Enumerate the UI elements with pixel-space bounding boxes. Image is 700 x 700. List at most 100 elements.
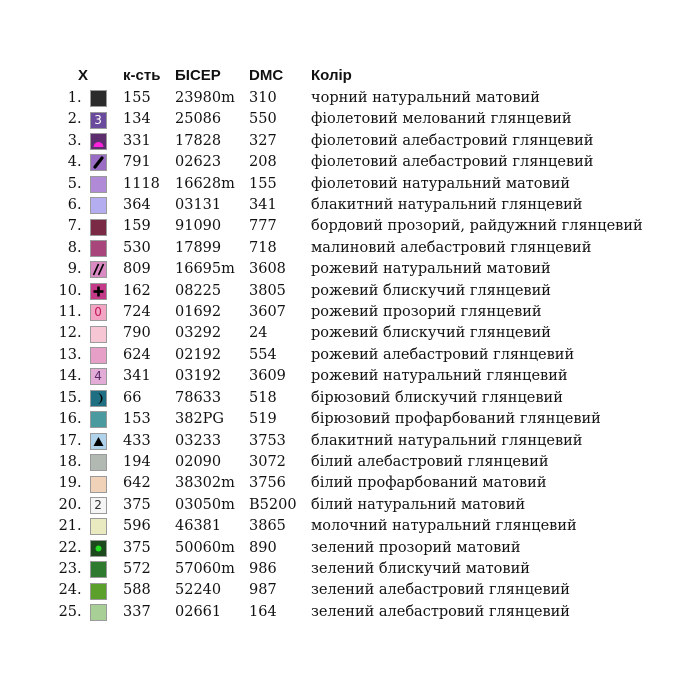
color-name-cell: білий натуральний матовий (311, 496, 526, 513)
header-quantity: к-сть (123, 67, 161, 84)
dmc-code-cell: 3753 (249, 432, 286, 449)
symbol-cell (89, 195, 123, 216)
header-row: X к-сть БІСЕР DMC Колір (36, 64, 681, 88)
legend-row: 5. 1118 16628m 155 фіолетовий натуральний ма… (36, 174, 681, 195)
symbol-cell (89, 174, 123, 195)
color-name-cell: малиновий алебастровий глянцевий (311, 239, 592, 256)
quantity-cell: 809 (123, 261, 151, 278)
symbol-cell (89, 516, 123, 537)
symbol-cell (89, 559, 123, 580)
bead-code-cell: 38302m (175, 475, 235, 492)
bead-code-cell: 25086 (175, 111, 222, 128)
bead-code-cell: 03131 (175, 197, 222, 214)
color-swatch (89, 90, 107, 108)
dmc-code-cell: 3608 (249, 261, 286, 278)
bead-code-cell: 50060m (175, 539, 235, 556)
quantity-cell: 375 (123, 496, 151, 513)
color-name-cell: рожевий натуральний глянцевий (311, 368, 568, 385)
row-number: 20. (58, 496, 82, 513)
legend-row: 10. 162 08225 3805 рожевий блискучий глянцев… (36, 281, 681, 302)
row-number: 6. (67, 197, 82, 214)
bead-code-cell: 17828 (175, 132, 222, 149)
legend-row: 24. 588 52240 987 зелений алебастровий глянц… (36, 580, 681, 601)
color-swatch (89, 325, 107, 343)
color-swatch (89, 197, 107, 215)
quantity-cell: 572 (123, 560, 151, 577)
quantity-cell: 337 (123, 603, 151, 620)
dmc-code-cell: 24 (249, 325, 268, 342)
legend-row: 20. 2 375 03050m B5200 білий натуральний мато… (36, 495, 681, 516)
legend-row: 17. 433 03233 3753 блакитний натуральний гля… (36, 431, 681, 452)
legend-row: 11. 0 724 01692 3607 рожевий прозорий глянцев… (36, 302, 681, 323)
quantity-cell: 1118 (123, 175, 160, 192)
color-swatch (89, 539, 107, 557)
color-name-cell: рожевий блискучий глянцевий (311, 282, 551, 299)
row-number: 19. (58, 475, 82, 492)
color-name-cell: молочний натуральний глянцевий (311, 518, 577, 535)
color-name-cell: зелений блискучий матовий (311, 560, 530, 577)
symbol-cell (89, 238, 123, 259)
row-number: 2. (67, 111, 82, 128)
color-swatch: 3 (89, 111, 107, 129)
color-swatch (89, 282, 107, 300)
quantity-cell: 159 (123, 218, 151, 235)
legend-row: 16. 153 382PG 519 бірюзовий профарбований гл… (36, 409, 681, 430)
dmc-code-cell: 164 (249, 603, 277, 620)
color-name-cell: рожевий прозорий глянцевий (311, 304, 542, 321)
row-number: 22. (58, 539, 82, 556)
legend-row: 3. 331 17828 327 фіолетовий алебастровий гля… (36, 131, 681, 152)
quantity-cell: 588 (123, 582, 151, 599)
quantity-cell: 134 (123, 111, 151, 128)
row-number: 14. (58, 368, 82, 385)
dmc-code-cell: 208 (249, 154, 277, 171)
color-swatch (89, 411, 107, 429)
dmc-code-cell: 554 (249, 346, 277, 363)
symbol-cell (89, 216, 123, 237)
row-number: 25. (58, 603, 82, 620)
dmc-code-cell: B5200 (249, 496, 297, 513)
quantity-cell: 341 (123, 368, 151, 385)
color-name-cell: зелений алебастровий глянцевий (311, 603, 570, 620)
dmc-code-cell: 777 (249, 218, 277, 235)
legend-row: 4. 791 02623 208 фіолетовий алебастровий гля… (36, 152, 681, 173)
dmc-code-cell: 519 (249, 411, 277, 428)
quantity-cell: 66 (123, 389, 142, 406)
quantity-cell: 642 (123, 475, 151, 492)
legend-row: 9. 809 16695m 3608 рожевий натуральний матов… (36, 259, 681, 280)
symbol-digit: 2 (94, 497, 102, 512)
color-swatch (89, 389, 107, 407)
dmc-code-cell: 890 (249, 539, 277, 556)
legend-row: 8. 530 17899 718 малиновий алебастровий глян… (36, 238, 681, 259)
row-number: 15. (58, 389, 82, 406)
symbol-cell: 4 (89, 366, 123, 387)
color-name-cell: фіолетовий натуральний матовий (311, 175, 571, 192)
legend-row: 7. 159 91090 777 бордовий прозорий, райдужни… (36, 216, 681, 237)
header-dmc: DMC (249, 67, 284, 84)
header-color: Колір (311, 67, 352, 84)
color-name-cell: білий алебастровий глянцевий (311, 453, 549, 470)
bead-code-cell: 02661 (175, 603, 222, 620)
bead-code-cell: 382PG (175, 411, 225, 428)
row-number: 18. (58, 453, 82, 470)
legend-row: 13. 624 02192 554 рожевий алебастровий глянц… (36, 345, 681, 366)
symbol-cell (89, 602, 123, 623)
color-swatch: 0 (89, 304, 107, 322)
magenta-semicircle-icon (93, 142, 104, 148)
quantity-cell: 364 (123, 197, 151, 214)
quantity-cell: 624 (123, 346, 151, 363)
bead-code-cell: 57060m (175, 560, 235, 577)
color-name-cell: бірюзовий профарбований глянцевий (311, 411, 601, 428)
black-crescent-icon (96, 392, 103, 404)
color-swatch (89, 347, 107, 365)
symbol-digit: 3 (94, 112, 102, 127)
bead-code-cell: 03050m (175, 496, 235, 513)
symbol-digit: 0 (94, 305, 102, 320)
dmc-code-cell: 987 (249, 582, 277, 599)
dmc-code-cell: 3756 (249, 475, 286, 492)
color-name-cell: білий профарбований матовий (311, 475, 547, 492)
color-name-cell: бірюзовий блискучий глянцевий (311, 389, 563, 406)
legend-row: 15. 66 78633 518 бірюзовий блискучий глянцев… (36, 388, 681, 409)
dmc-code-cell: 3607 (249, 304, 286, 321)
symbol-cell (89, 345, 123, 366)
row-number: 11. (58, 304, 82, 321)
